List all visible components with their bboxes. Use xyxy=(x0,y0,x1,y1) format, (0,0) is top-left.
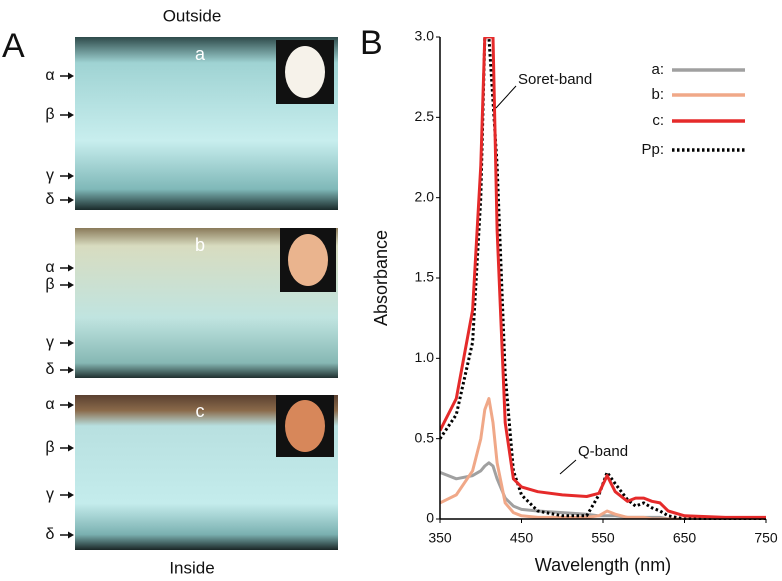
top-label: Outside xyxy=(163,6,222,25)
legend-label: Pp: xyxy=(641,141,664,158)
y-tick-label: 0.5 xyxy=(415,429,435,445)
arrow-head xyxy=(68,264,74,272)
arrow-head xyxy=(68,401,74,409)
x-tick-label: 350 xyxy=(428,530,452,546)
x-tick-label: 750 xyxy=(754,530,778,546)
y-axis-label: Absorbance xyxy=(371,230,391,326)
x-tick-label: 650 xyxy=(673,530,697,546)
legend-label: b: xyxy=(651,86,664,103)
annotation: Soret-band xyxy=(518,71,592,88)
layer-label: δ xyxy=(46,361,55,378)
y-tick-label: 2.0 xyxy=(415,188,435,204)
layer-label: β xyxy=(45,439,54,456)
layer-label: α xyxy=(45,259,54,276)
layer-label: δ xyxy=(46,526,55,543)
sample-label: c xyxy=(196,401,205,421)
layer-label: α xyxy=(45,396,54,413)
panel-label: B xyxy=(360,24,383,62)
arrow-head xyxy=(68,531,74,539)
egg xyxy=(288,234,328,286)
layer-label: γ xyxy=(46,334,54,351)
legend-label: a: xyxy=(651,61,664,78)
layer-label: γ xyxy=(46,486,54,503)
y-tick-label: 1.0 xyxy=(415,349,435,365)
layer-label: β xyxy=(45,106,54,123)
series-line xyxy=(440,461,766,520)
arrow-head xyxy=(68,196,74,204)
x-tick-label: 550 xyxy=(591,530,615,546)
layer-label: β xyxy=(45,276,54,293)
layer-label: α xyxy=(45,67,54,84)
arrow-head xyxy=(68,281,74,289)
y-tick-label: 1.5 xyxy=(415,269,435,285)
series-line xyxy=(440,37,766,519)
arrow-head xyxy=(68,444,74,452)
layer-label: γ xyxy=(46,167,54,184)
y-tick-label: 3.0 xyxy=(415,28,435,44)
arrow-head xyxy=(68,72,74,80)
egg xyxy=(285,400,325,452)
x-tick-label: 450 xyxy=(510,530,534,546)
annotation-leader xyxy=(495,85,517,109)
panel-label: A xyxy=(2,27,25,65)
arrow-head xyxy=(68,491,74,499)
egg xyxy=(285,46,325,98)
arrow-head xyxy=(68,339,74,347)
arrow-head xyxy=(68,366,74,374)
sample-label: a xyxy=(195,44,206,64)
sample-label: b xyxy=(195,235,205,255)
x-axis-label: Wavelength (nm) xyxy=(535,555,671,575)
bottom-label: Inside xyxy=(169,558,214,577)
annotation: Q-band xyxy=(578,443,628,460)
legend-label: c: xyxy=(652,112,664,129)
arrow-head xyxy=(68,172,74,180)
arrow-head xyxy=(68,111,74,119)
y-tick-label: 0 xyxy=(426,510,434,526)
layer-label: δ xyxy=(46,191,55,208)
annotation-leader xyxy=(559,459,577,475)
y-tick-label: 2.5 xyxy=(415,108,435,124)
